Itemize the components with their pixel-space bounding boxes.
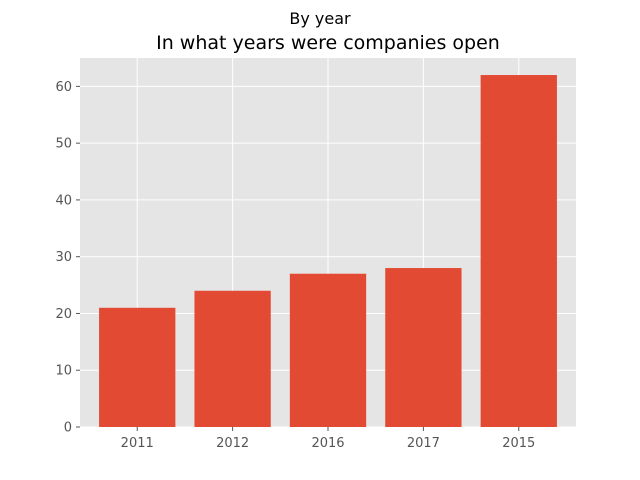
- y-tick-label: 0: [64, 421, 72, 436]
- chart-title: In what years were companies open: [156, 32, 500, 54]
- x-tick-label: 2017: [407, 436, 440, 451]
- chart-suptitle: By year: [289, 9, 351, 28]
- y-tick-label: 20: [55, 307, 72, 322]
- y-tick-label: 50: [55, 137, 72, 152]
- x-tick-label: 2012: [216, 436, 249, 451]
- x-tick-label: 2016: [311, 436, 344, 451]
- bar: [385, 268, 462, 427]
- y-tick-label: 10: [55, 364, 72, 379]
- bar: [480, 75, 557, 428]
- y-axis-ticks: 0 10 20 30 40 50 60: [55, 80, 80, 436]
- bar: [289, 273, 367, 427]
- bar: [194, 290, 271, 427]
- bar: [99, 307, 176, 427]
- x-axis-ticks: 2011 2012 2016 2017 2015: [121, 427, 535, 451]
- bars: [99, 75, 557, 428]
- x-tick-label: 2015: [502, 436, 535, 451]
- x-tick-label: 2011: [121, 436, 154, 451]
- y-tick-label: 60: [55, 80, 72, 95]
- y-tick-label: 40: [55, 193, 72, 208]
- y-tick-label: 30: [55, 250, 72, 265]
